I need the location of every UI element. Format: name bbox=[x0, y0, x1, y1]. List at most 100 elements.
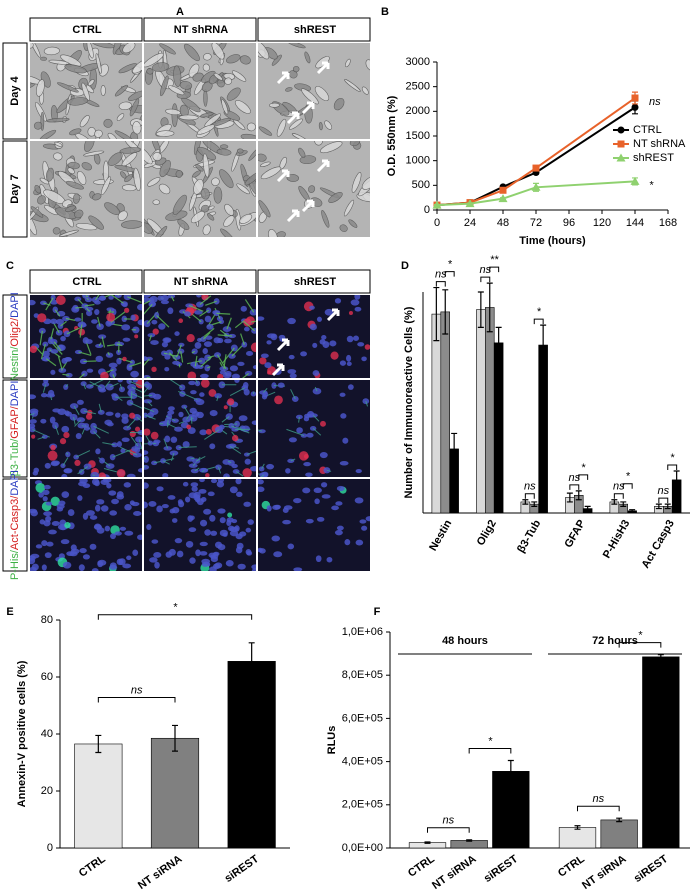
process bbox=[95, 295, 100, 301]
micrograph bbox=[258, 380, 370, 477]
nucleus bbox=[326, 556, 333, 563]
x-tick-label: 168 bbox=[659, 217, 677, 229]
bar bbox=[440, 311, 450, 514]
process bbox=[178, 446, 197, 449]
process bbox=[57, 356, 63, 371]
process bbox=[54, 425, 59, 435]
nucleus bbox=[331, 505, 339, 511]
column-header: NT shRNA bbox=[174, 24, 228, 36]
marker-cell bbox=[55, 295, 66, 305]
process bbox=[37, 436, 46, 440]
micrograph bbox=[144, 295, 256, 378]
nucleus bbox=[31, 563, 39, 571]
process bbox=[129, 402, 142, 409]
error-bar bbox=[673, 470, 680, 490]
error-bar bbox=[664, 503, 671, 510]
process bbox=[129, 362, 142, 368]
process bbox=[234, 320, 245, 329]
nucleus bbox=[258, 316, 265, 321]
process bbox=[202, 332, 211, 340]
column-header: NT shRNA bbox=[174, 276, 228, 288]
significance-label: ns bbox=[443, 815, 455, 827]
process bbox=[314, 386, 318, 392]
cell bbox=[244, 172, 256, 186]
nucleus bbox=[237, 563, 246, 570]
nucleus bbox=[91, 568, 99, 571]
nucleus bbox=[130, 370, 139, 378]
cell bbox=[246, 122, 256, 132]
nucleus bbox=[259, 390, 268, 395]
process bbox=[199, 295, 212, 305]
column-header-box bbox=[29, 17, 143, 42]
cell bbox=[308, 185, 316, 193]
nucleus bbox=[81, 303, 89, 309]
cell bbox=[314, 141, 323, 146]
nucleus bbox=[293, 497, 302, 504]
cell bbox=[178, 114, 199, 121]
significance-bracket bbox=[613, 493, 624, 499]
cell bbox=[324, 120, 333, 130]
row-header-part: Olig2/ bbox=[9, 317, 21, 347]
nucleus bbox=[32, 470, 39, 476]
process bbox=[65, 383, 69, 388]
cell bbox=[292, 65, 300, 73]
nucleus bbox=[161, 341, 169, 348]
arrow bbox=[276, 169, 290, 183]
x-tick-label: Nestin bbox=[427, 518, 454, 553]
row-header-box bbox=[2, 294, 28, 379]
process bbox=[180, 351, 184, 363]
marker-cell bbox=[50, 444, 56, 451]
nucleus bbox=[285, 468, 291, 474]
cell bbox=[36, 79, 45, 97]
marker-cell bbox=[178, 318, 184, 324]
column-header-box bbox=[257, 269, 371, 294]
nucleus bbox=[200, 519, 208, 527]
nucleus bbox=[188, 527, 197, 533]
y-tick-label: 20 bbox=[41, 785, 53, 797]
nucleus bbox=[134, 447, 141, 453]
nucleus bbox=[215, 464, 222, 470]
process bbox=[77, 466, 88, 475]
process bbox=[74, 419, 82, 427]
row-header: Day 4 bbox=[9, 75, 21, 105]
process bbox=[227, 460, 232, 464]
panel-letter: E bbox=[6, 606, 13, 618]
nucleus bbox=[30, 509, 38, 517]
point bbox=[432, 200, 442, 209]
bar bbox=[431, 313, 442, 514]
marker-cell bbox=[274, 395, 283, 405]
nucleus bbox=[95, 355, 104, 363]
nucleus bbox=[362, 398, 370, 405]
micrograph-bg bbox=[258, 479, 370, 571]
nucleus bbox=[156, 505, 163, 513]
process bbox=[54, 309, 61, 317]
nucleus bbox=[72, 304, 79, 312]
x-tick-label: NT siRNA bbox=[580, 853, 628, 892]
arrow bbox=[276, 338, 290, 352]
nucleus bbox=[305, 518, 314, 524]
process bbox=[365, 401, 369, 407]
nucleus bbox=[178, 411, 184, 418]
significance-label: * bbox=[488, 735, 493, 747]
nucleus bbox=[85, 339, 93, 345]
nucleus bbox=[123, 295, 132, 301]
nucleus bbox=[339, 360, 347, 366]
process bbox=[85, 295, 89, 298]
marker-cell bbox=[116, 468, 126, 477]
process bbox=[190, 416, 193, 424]
y-tick-label: 80 bbox=[41, 614, 53, 626]
micrograph bbox=[30, 295, 142, 378]
nucleus bbox=[144, 450, 149, 455]
process bbox=[120, 446, 138, 456]
cell bbox=[333, 97, 345, 111]
process bbox=[129, 392, 142, 399]
nucleus bbox=[128, 388, 136, 395]
nucleus bbox=[182, 441, 190, 448]
cell bbox=[43, 46, 60, 56]
nucleus bbox=[184, 496, 191, 503]
error-bar bbox=[655, 503, 662, 510]
nucleus bbox=[40, 393, 48, 398]
y-tick-label: 0,0E+00 bbox=[342, 842, 383, 854]
nucleus bbox=[50, 349, 59, 354]
point bbox=[531, 182, 541, 191]
